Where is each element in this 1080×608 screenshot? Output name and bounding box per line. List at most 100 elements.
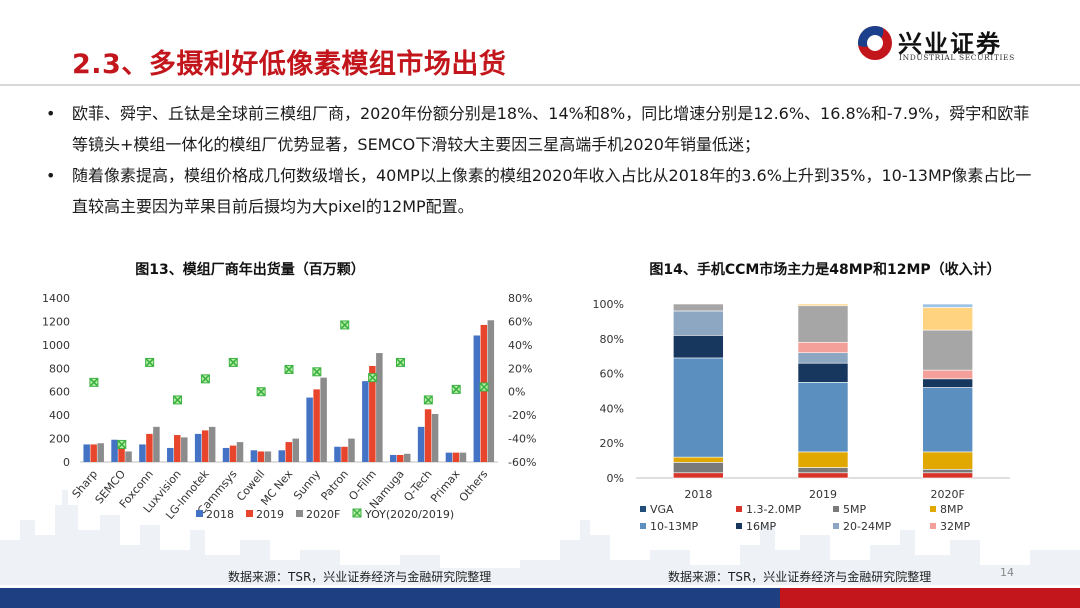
chart1-bar <box>257 451 265 462</box>
chart2-bar-segment <box>922 472 973 479</box>
chart1-y-tick: 200 <box>49 433 70 446</box>
chart1-bar <box>487 320 495 462</box>
chart1-bar <box>376 353 383 462</box>
bullet-text: 欧菲、舜宇、丘钛是全球前三模组厂商，2020年份额分别是18%、14%和8%，同… <box>72 104 1030 154</box>
chart2-legend-label: 16MP <box>746 520 776 533</box>
chart1-y-tick: 400 <box>49 409 70 422</box>
chart2-bar-segment <box>673 357 724 458</box>
chart1-y-tick: 1000 <box>42 339 70 352</box>
chart1-bar <box>97 443 104 462</box>
chart1-yoy-marker-cross <box>312 367 321 376</box>
chart2-legend-swatch <box>640 506 646 512</box>
chart1-bar <box>146 433 153 462</box>
chart2-y-tick: 20% <box>600 437 624 450</box>
chart2-bar-segment <box>797 303 849 307</box>
chart1-bar <box>473 335 481 462</box>
chart1-bar <box>83 444 90 462</box>
page-title: 2.3、多摄利好低像素模组市场出货 <box>72 49 507 80</box>
title-divider <box>0 84 1080 86</box>
chart2-bar-segment <box>922 378 973 388</box>
chart1-y2-tick: -40% <box>508 433 536 446</box>
chart1-bar <box>424 409 432 462</box>
chart1-bar <box>201 430 209 462</box>
chart1-yoy-marker-cross <box>117 440 126 449</box>
chart2-legend-swatch <box>833 523 839 529</box>
bullet-item: • 随着像素提高，模组价格成几何数级增长，40MP以上像素的模组2020年收入占比… <box>44 160 1044 222</box>
chart1-y-tick: 0 <box>63 456 70 469</box>
chart2-bar-segment <box>922 451 973 470</box>
chart2-bar-segment <box>673 310 724 336</box>
chart1-bar <box>167 447 174 462</box>
chart1-bar <box>174 435 181 462</box>
chart2-legend-swatch <box>736 506 742 512</box>
chart2-bar-segment <box>797 305 849 343</box>
chart2-legend-swatch <box>930 506 936 512</box>
chart1-yoy-marker-cross <box>396 358 405 367</box>
chart1-yoy-marker-cross <box>173 395 182 404</box>
chart1-title: 图13、模组厂商年出货量（百万颗） <box>135 262 365 278</box>
chart1-bar <box>313 389 320 462</box>
chart2-legend-swatch <box>833 506 839 512</box>
chart2-source: 数据来源：TSR，兴业证券经济与金融研究院整理 <box>668 570 932 584</box>
chart2-bar-segment <box>922 369 973 380</box>
chart1-bar <box>362 381 369 462</box>
chart1-bar <box>369 365 376 462</box>
chart1-yoy-marker-cross <box>257 387 266 396</box>
chart1-yoy-marker-cross <box>480 382 489 392</box>
chart2-bar-segment <box>797 467 849 474</box>
chart1-bar <box>153 426 160 462</box>
chart1-y-tick: 1400 <box>42 292 70 305</box>
chart2-x-tick: 2020F <box>931 488 965 501</box>
chart1-legend-cross <box>353 509 361 517</box>
chart1-bar <box>285 442 292 462</box>
chart1-y2-tick: 0% <box>508 386 525 399</box>
chart2-bar-segment <box>797 472 849 479</box>
chart1-bar <box>125 451 132 462</box>
chart2-legend-label: 5MP <box>843 503 866 516</box>
chart2-bar-segment <box>797 381 849 453</box>
chart1-bar <box>111 439 118 462</box>
chart1-legend-label: 2019 <box>256 508 284 521</box>
bullet-dot-icon: • <box>46 166 56 185</box>
chart1-bar <box>320 377 327 462</box>
page-number: 14 <box>1000 566 1014 579</box>
company-logo: 兴业证券 INDUSTRIAL SECURITIES <box>858 24 1058 68</box>
chart2-legend-label: 20-24MP <box>843 520 891 533</box>
logo-emblem-icon <box>858 26 892 60</box>
chart1-bar <box>480 324 488 462</box>
chart1-bar <box>264 451 272 462</box>
chart2-y-tick: 80% <box>600 333 624 346</box>
chart1-y2-tick: 40% <box>508 339 532 352</box>
chart1-y-tick: 800 <box>49 362 70 375</box>
chart2-legend-swatch <box>930 523 936 529</box>
logo-name-en: INDUSTRIAL SECURITIES <box>899 53 1015 62</box>
chart1-y2-tick: -20% <box>508 409 536 422</box>
chart1-bar <box>348 438 355 462</box>
chart1-bar <box>452 452 460 462</box>
chart1-bar <box>181 437 188 462</box>
chart1-legend-label: YOY(2020/2019) <box>364 508 454 521</box>
chart1-bar <box>250 450 258 462</box>
chart1-legend-label: 2018 <box>206 508 234 521</box>
chart2-x-tick: 2018 <box>684 488 712 501</box>
chart1-bar <box>389 454 397 462</box>
logo-name-cn: 兴业证券 <box>898 29 1002 58</box>
chart2-bar-segment <box>922 303 973 308</box>
chart1-yoy-marker-cross <box>368 373 377 382</box>
bullet-dot-icon: • <box>46 104 56 123</box>
chart1-legend-label: 2020F <box>306 508 340 521</box>
chart2-bar-segment <box>797 451 849 468</box>
chart1-yoy-marker-cross <box>452 385 461 394</box>
chart1-bar <box>139 444 146 462</box>
chart2-bar-segment <box>797 362 849 383</box>
chart2-y-tick: 0% <box>607 472 624 485</box>
chart1-bar <box>341 446 348 462</box>
chart2-bar-segment <box>922 387 973 453</box>
chart1-bar <box>292 438 299 462</box>
chart1-bar <box>334 446 341 462</box>
chart2-bar-segment <box>673 462 724 474</box>
chart2-legend-swatch <box>640 523 646 529</box>
chart1-legend-swatch <box>196 510 203 517</box>
chart1-legend-swatch <box>246 510 253 517</box>
